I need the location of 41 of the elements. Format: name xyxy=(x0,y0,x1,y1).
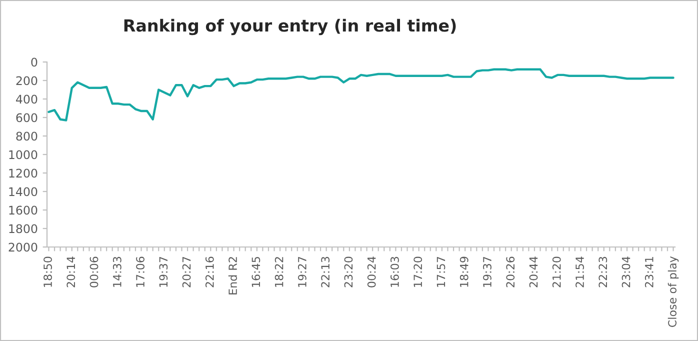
x-tick-label: End R2 xyxy=(228,257,238,294)
x-tick-label: 00:06 xyxy=(90,256,98,288)
x-tick-label: Close of play xyxy=(668,256,679,327)
y-tick-label: 0 xyxy=(31,58,38,67)
x-tick-label: 14:33 xyxy=(112,256,122,287)
y-tick-label: 400 xyxy=(16,94,38,104)
y-tick-label: 800 xyxy=(16,132,38,141)
x-tick-label: 19:37 xyxy=(159,256,168,287)
x-tick-label: 22:16 xyxy=(205,256,214,288)
x-tick-label: 19:37 xyxy=(483,256,492,287)
x-tick-label: 21:20 xyxy=(552,256,561,288)
line-series xyxy=(48,68,674,122)
y-tick-label: 1200 xyxy=(9,168,38,178)
x-tick-label: 18:50 xyxy=(44,256,52,287)
y-tick-label: 1400 xyxy=(9,187,38,196)
x-tick-label: 21:54 xyxy=(576,256,584,288)
y-tick-label: 1000 xyxy=(9,150,38,160)
y-tick-label: 600 xyxy=(16,113,38,122)
x-tick-label: 18:49 xyxy=(460,256,468,287)
x-tick-label: 00:24 xyxy=(367,256,376,288)
x-tick-label: 19:27 xyxy=(298,256,306,287)
x-tick-label: 18:22 xyxy=(274,257,284,287)
y-tick-label: 2000 xyxy=(8,242,38,252)
x-tick-label: 20:44 xyxy=(529,256,538,288)
y-tick-label: 1800 xyxy=(9,224,38,234)
x-tick-label: 20:27 xyxy=(182,256,191,288)
x-tick-label: 17:06 xyxy=(136,256,144,287)
x-tick-label: 16:03 xyxy=(390,256,399,287)
x-tick-label: 20:14 xyxy=(66,256,76,288)
x-tick-label: 22:13 xyxy=(321,256,330,288)
x-tick-label: 22:23 xyxy=(598,256,608,288)
y-tick-label: 1600 xyxy=(9,206,38,215)
x-tick-label: 23:41 xyxy=(644,257,654,288)
x-tick-label: 23:04 xyxy=(622,256,630,288)
y-tick-label: 200 xyxy=(16,76,38,86)
x-tick-label: 16:45 xyxy=(252,257,260,287)
chart-title: Ranking of your entry (in real time) xyxy=(124,18,456,36)
x-tick-label: 17:57 xyxy=(436,256,446,287)
x-tick-label: 20:26 xyxy=(506,256,515,288)
x-tick-label: 17:20 xyxy=(414,256,422,287)
x-tick-label: 23:20 xyxy=(344,256,353,288)
